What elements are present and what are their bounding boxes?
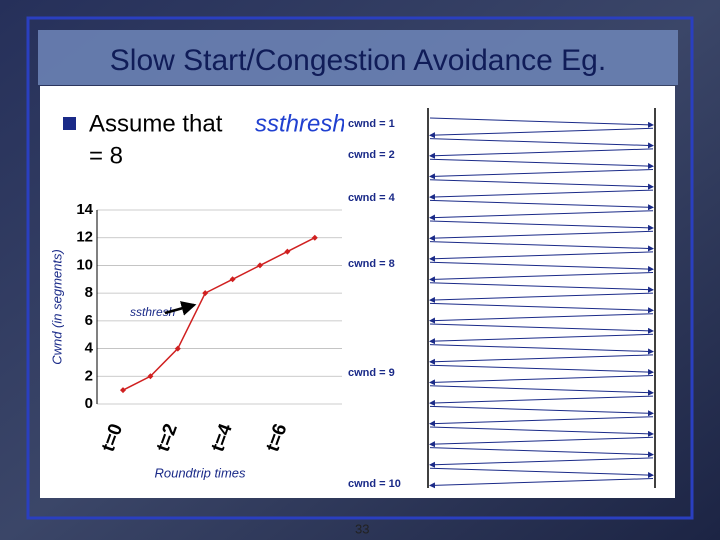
packet-arrow: [429, 447, 654, 458]
packet-arrow: [429, 313, 654, 324]
packet-arrow: [429, 169, 654, 180]
packet-arrow: [429, 117, 654, 128]
y-tick-label: 10: [76, 256, 93, 273]
y-tick-label: 14: [76, 201, 93, 218]
label-bg: [344, 190, 418, 206]
bullet-highlight: ssthresh: [255, 110, 346, 137]
label-bg: [344, 476, 418, 492]
data-point: [284, 248, 291, 255]
data-point: [229, 276, 236, 283]
data-point: [120, 387, 126, 394]
data-point: [257, 262, 263, 269]
packet-arrow: [429, 251, 654, 262]
y-tick-label: 8: [85, 284, 93, 301]
packet-arrow: [429, 272, 654, 283]
frame: [26, 16, 694, 520]
packet-arrow: [429, 158, 654, 170]
packet-arrow: [429, 230, 654, 242]
cwnd-label: cwnd = 9: [348, 367, 395, 379]
cwnd-label: cwnd = 10: [348, 478, 401, 490]
packet-arrow: [429, 179, 654, 190]
packet-arrow: [429, 199, 654, 211]
data-point: [202, 290, 209, 297]
packet-arrow: [429, 385, 654, 396]
packet-arrow: [429, 261, 654, 273]
packet-arrow: [429, 436, 654, 448]
label-bg: [344, 147, 418, 163]
y-tick-label: 4: [85, 340, 94, 357]
data-line: [122, 237, 316, 391]
packet-arrow: [429, 344, 654, 355]
packet-arrow: [429, 478, 654, 489]
packet-arrow: [429, 148, 654, 159]
packet-arrow: [429, 333, 654, 345]
y-axis-label: Cwnd (in segments): [49, 249, 64, 365]
annotation-arrow: [164, 301, 197, 316]
packet-arrow: [429, 457, 654, 468]
cwnd-label: cwnd = 8: [348, 258, 395, 270]
packet-arrow: [429, 241, 654, 252]
data-point: [174, 345, 181, 352]
packet-arrow: [429, 416, 654, 427]
packet-arrow: [429, 138, 654, 149]
annotation: ssthresh: [130, 305, 176, 319]
bullet-marker: [63, 117, 76, 130]
y-tick-label: 12: [76, 229, 93, 246]
title-band: [38, 30, 678, 85]
label-bg: [344, 365, 418, 381]
packet-arrow: [429, 292, 654, 303]
bullet-text: Assume that: [89, 110, 223, 137]
packet-arrow: [429, 354, 654, 365]
y-tick-label: 0: [85, 395, 93, 412]
packet-arrow: [429, 364, 654, 376]
title: Slow Start/Congestion Avoidance Eg.: [110, 44, 606, 77]
packet-arrow: [429, 210, 654, 221]
packet-arrow: [429, 467, 654, 479]
label-bg: [344, 256, 418, 272]
packet-arrow: [429, 375, 654, 386]
packet-arrow: [429, 395, 654, 406]
packet-arrow: [429, 302, 654, 314]
y-tick-label: 2: [85, 367, 93, 384]
y-tick-label: 6: [85, 312, 93, 329]
cwnd-label: cwnd = 4: [348, 192, 396, 204]
data-point: [147, 373, 154, 380]
packet-arrow: [429, 426, 654, 437]
cwnd-label: cwnd = 2: [348, 149, 395, 161]
page-number: 33: [355, 521, 369, 536]
packet-arrow: [429, 127, 654, 139]
cwnd-label: cwnd = 1: [348, 118, 395, 130]
packet-arrow: [429, 220, 654, 231]
label-bg: [344, 116, 418, 132]
packet-arrow: [429, 189, 654, 200]
packet-arrow: [429, 405, 654, 417]
bullet-text: = 8: [89, 142, 123, 169]
x-axis-label: Roundtrip times: [154, 465, 246, 480]
data-point: [311, 234, 318, 241]
packet-arrow: [429, 282, 654, 293]
packet-arrow: [429, 323, 654, 334]
